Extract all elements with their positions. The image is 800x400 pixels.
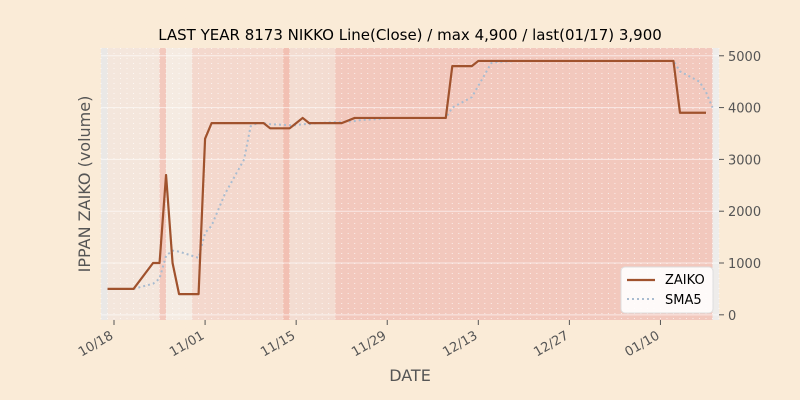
series-layer [107, 59, 714, 296]
legend-label-zaiko: ZAIKO [665, 273, 705, 288]
y-tick-label-1: 1000 [728, 257, 761, 272]
y-tick-label-4: 4000 [728, 102, 761, 117]
legend-box [620, 266, 714, 314]
background-band-5 [283, 48, 290, 320]
legend-label-sma5: SMA5 [665, 293, 702, 308]
x-tick-label-3: 11/29 [349, 328, 389, 360]
x-tick-label-1: 11/01 [167, 328, 207, 360]
x-tick-label-2: 11/15 [258, 328, 298, 360]
x-tick-label-6: 01/10 [623, 328, 663, 360]
y-tick-label-5: 5000 [728, 50, 761, 65]
x-tick-label-5: 12/27 [531, 328, 571, 360]
y-axis-label: IPPAN ZAIKO (volume) [75, 96, 94, 273]
chart-title: LAST YEAR 8173 NIKKO Line(Close) / max 4… [158, 26, 662, 44]
y-tick-label-2: 2000 [728, 205, 761, 220]
series-line-zaiko [107, 59, 706, 296]
y-tick-label-3: 3000 [728, 153, 761, 168]
x-tick-label-0: 10/18 [76, 328, 116, 360]
x-tick-label-4: 12/13 [440, 328, 480, 360]
background-band-0 [101, 48, 108, 320]
background-band-8 [712, 48, 719, 320]
background-band-6 [289, 48, 336, 320]
y-tick-label-0: 0 [728, 309, 736, 324]
legend: ZAIKO SMA5 [620, 266, 714, 314]
background-band-2 [159, 48, 167, 320]
x-axis-label: DATE [389, 366, 431, 385]
